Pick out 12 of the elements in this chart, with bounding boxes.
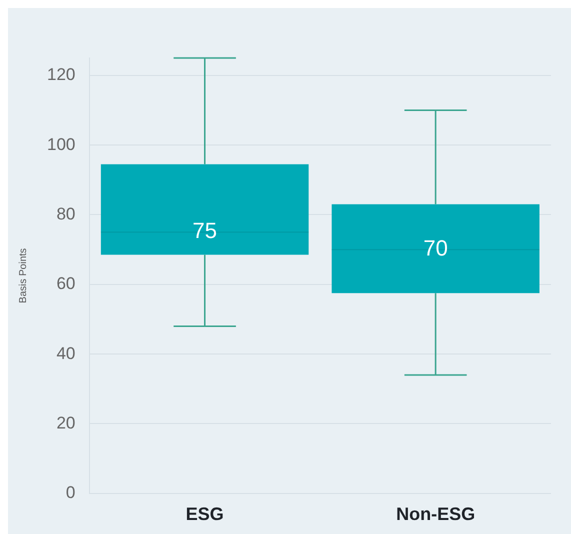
y-axis-title: Basis Points [18,248,29,304]
text: 70 [423,236,448,261]
y-tick-label: 80 [56,204,76,224]
y-tick-label: 60 [56,274,76,294]
x-tick-label: Non-ESG [396,504,476,524]
y-tick-label: 20 [56,413,76,432]
text: 75 [192,218,218,244]
y-tick-label: 100 [46,134,76,154]
y-tick-label: 40 [56,344,76,363]
y-tick-label: 120 [46,65,76,84]
x-tick-label: ESG [186,504,224,524]
y-tick-label: 0 [66,483,76,502]
